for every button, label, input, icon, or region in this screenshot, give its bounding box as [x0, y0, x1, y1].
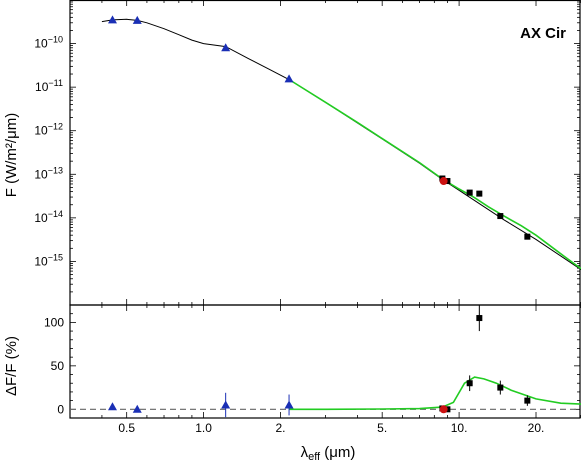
sed-y-tick-label: 10−15: [34, 252, 63, 268]
sed-y-axis-label: F (W/m²/μm): [3, 113, 20, 197]
residual-optical_residuals-point: [107, 402, 117, 411]
residual-y-tick-label: 50: [51, 359, 65, 373]
residual-excess_model-line: [289, 376, 581, 411]
x-tick-label: 0.5: [118, 421, 135, 435]
residual-ir_residuals-point: [466, 380, 473, 387]
sed-photometry_optical-point: [107, 15, 117, 24]
sed-y-tick-label: 10−14: [34, 209, 63, 225]
sed-y-tick-label: 10−10: [34, 35, 63, 51]
sed-plot-frame: [69, 0, 581, 306]
sed-y-tick-label: 10−12: [34, 122, 63, 138]
residual-y-axis-label: ΔF/F (%): [3, 336, 20, 396]
sed-photometry_ir-point: [476, 190, 483, 197]
sed-y-tick-label: 10−11: [35, 78, 63, 94]
x-tick-label: 5.: [377, 421, 387, 435]
sed-photometry_optical-point: [284, 74, 294, 83]
sed-photometry_ir-point: [497, 213, 504, 220]
sed-panel: 10−10 10−11 10−12 10−13 10−14 10−15: [34, 0, 581, 306]
residual-panel: 0.5 1.0 2. 5. 10. 20. 0 50 100: [44, 304, 581, 435]
sed-photometry_red-point: [439, 177, 448, 186]
x-tick-label: 20.: [528, 421, 545, 435]
residual-optical_residuals-point: [284, 400, 294, 409]
sed-series-group: [101, 15, 581, 271]
residual-optical_residuals-point: [221, 400, 231, 409]
sed-photometry_optical-point: [221, 43, 231, 52]
residual-ir_residuals-point: [524, 397, 531, 404]
residual-series-group: [107, 305, 581, 418]
residual-red_residual-point: [439, 405, 448, 414]
residual-y-tick-label: 0: [57, 402, 64, 416]
residual-plot-frame: [69, 304, 581, 419]
residual-y-tick-label: 100: [44, 315, 64, 329]
x-tick-label: 2.: [276, 421, 286, 435]
sed-photometry_optical-point: [132, 15, 142, 24]
residual-ir_residuals-point: [476, 315, 483, 322]
sed-photometry_ir-point: [524, 233, 531, 240]
x-axis-label: λeff (μm): [301, 444, 356, 463]
residual-optical_residuals-point: [132, 404, 142, 413]
sed-y-tick-label: 10−13: [34, 165, 63, 181]
sed-photometry_ir-point: [466, 189, 473, 196]
x-tick-label: 10.: [451, 421, 468, 435]
sed-model_black-line: [101, 18, 581, 271]
x-tick-label: 1.0: [195, 421, 212, 435]
residual-ir_residuals-point: [497, 384, 504, 391]
chart-title: AX Cir: [520, 25, 566, 42]
